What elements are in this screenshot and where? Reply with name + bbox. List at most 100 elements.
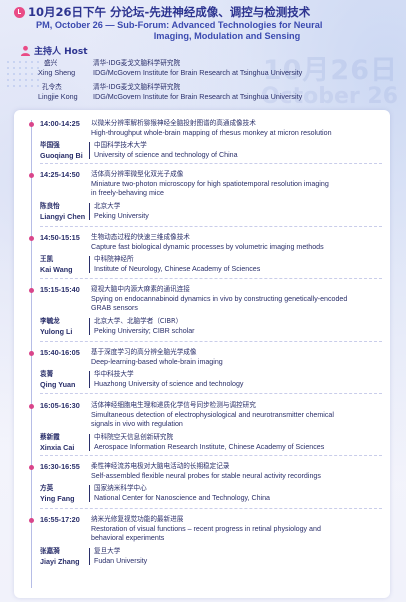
timeline-dot [29,288,34,293]
person-icon [20,45,31,56]
session-time: 15:15-15:40 [40,285,80,294]
decorative-dot [19,67,21,69]
session-time: 16:30-16:55 [40,462,80,471]
speaker-affiliation-en: Peking University; CIBR scholar [94,326,195,335]
speaker-affiliation-cn: 国家纳米科学中心 [94,484,147,492]
session-speaker: 王凯 Kai Wang 中科院神经所 Institute of Neurology,… [40,255,380,274]
speaker-affiliation-en: Huazhong University of science and techn… [94,379,244,388]
speaker-name-cn: 袁菁 [40,370,54,378]
divider [89,485,90,503]
title-chinese: 10月26日下午 分论坛-先进神经成像、调控与检测技术 [28,5,311,19]
timeline-dot [29,122,34,127]
decorative-dot [7,67,9,69]
decorative-dot [13,79,15,81]
host-affiliation-cn: 清华-IDG麦戈文脑科学研究院 [93,59,181,67]
decorative-dot [13,67,15,69]
session-title: 纳米光修复视觉功能的最新进展 Restoration of visual fun… [91,515,383,544]
decorative-dot [13,61,15,63]
decorative-dot [37,61,39,63]
watermark-date: 10月26日 [262,55,398,86]
session-title-en: in freely-behaving mice [91,189,164,198]
host-name-en: Lingjie Kong [38,92,78,101]
speaker-affiliation-en: National Center for Nanoscience and Tech… [94,493,271,502]
session-speaker: 张嘉漪 Jiayi Zhang 复旦大学 Fudan University [40,547,380,566]
divider [89,203,90,221]
host-heading-label: 主持人 Host [34,47,88,57]
watermark-month: October 26 [260,84,398,109]
timeline-dot [29,236,34,241]
host-affiliation-en: IDG/McGovern Institute for Brain Researc… [93,68,303,77]
session-title: 生物动态过程的快速三维成像技术 Capture fast biological … [91,233,383,252]
speaker-name-en: Kai Wang [40,264,73,274]
session-speaker: 蔡新霞 Xinxia Cai 中科院空天信息创新研究院 Aerospace Info… [40,433,380,452]
session-separator [40,163,382,164]
decorative-dot [13,73,15,75]
session-separator [40,455,382,456]
session-title-en: behavioral experiments [91,534,165,543]
session-time: 14:00-14:25 [40,119,80,128]
timeline-dot [29,404,34,409]
decorative-dot [31,73,33,75]
timeline-dot [29,465,34,470]
speaker-name-cn: 蔡新霞 [40,433,60,441]
schedule-card [14,110,390,598]
speaker-affiliation-cn: 中科院空天信息创新研究院 [94,433,174,441]
timeline-dot [29,351,34,356]
decorative-dot [7,79,9,81]
divider [89,548,90,566]
decorative-dot [19,85,21,87]
host-name-en: Xing Sheng [38,68,76,77]
session-title-en: Deep-learning-based whole-brain imaging [91,357,223,366]
timeline-dot [29,518,34,523]
speaker-name-en: Ying Fang [40,493,75,503]
session-title-en: signals in vivo with regulation [91,420,183,429]
session-title: 活体高分辨率微型化双光子成像 Miniature two-photon micr… [91,170,383,199]
session-separator [40,341,382,342]
session-title-cn: 活体高分辨率微型化双光子成像 [91,170,184,178]
session-title-en: Miniature two-photon microscopy for high… [91,179,329,188]
speaker-name-en: Jiayi Zhang [40,556,80,566]
session-title-en: Self-assembled flexible neural probes fo… [91,471,321,480]
decorative-dot [37,67,39,69]
speaker-name-en: Qing Yuan [40,379,76,389]
divider [89,256,90,274]
speaker-affiliation-en: Institute of Neurology, Chinese Academy … [94,264,261,273]
host-name-cn: 盛兴 [44,59,58,67]
session-separator [40,393,382,394]
session-title-cn: 窥视大脑中内源大麻素的通讯连接 [91,285,190,293]
divider [89,371,90,389]
session-speaker: 方英 Ying Fang 国家纳米科学中心 National Center for … [40,484,380,503]
session-title-cn: 柔性神经流苏电极对大脑电活动的长期稳定记录 [91,462,230,470]
speaker-name-en: Guoqiang Bi [40,150,83,160]
speaker-name-en: Liangyi Chen [40,211,86,221]
session-title: 基于深度学习的高分辨全脑光学成像 Deep-learning-based who… [91,348,383,367]
speaker-name-en: Xinxia Cai [40,442,75,452]
speaker-name-cn: 毕国强 [40,141,60,149]
decorative-dot [31,61,33,63]
speaker-affiliation-en: Peking University [94,211,149,220]
speaker-affiliation-en: Fudan University [94,556,148,565]
session-title-en: High-throughput whole-brain mapping of r… [91,128,332,137]
session-title-cn: 活体神经细胞电生理和递质化学信号同步检测与调控研究 [91,401,256,409]
session-title-en: Capture fast biological dynamic processe… [91,242,324,251]
decorative-dot [13,85,15,87]
session-time: 15:40-16:05 [40,348,80,357]
decorative-dot [25,79,27,81]
title-english-line1: PM, October 26 — Sub-Forum: Advanced Tec… [36,20,323,30]
decorative-dot [25,85,27,87]
decorative-dot [25,61,27,63]
session-speaker: 李毓龙 Yulong Li 北京大学、北脑学者（CIBR） Peking Unive… [40,317,380,336]
speaker-affiliation-cn: 复旦大学 [94,547,121,555]
speaker-name-en: Yulong Li [40,326,73,336]
host-affiliation-en: IDG/McGovern Institute for Brain Researc… [93,92,303,101]
session-separator [40,278,382,279]
decorative-dot [19,61,21,63]
host-heading: 主持人 Host [20,44,88,57]
speaker-name-cn: 张嘉漪 [40,547,60,555]
decorative-dot [31,67,33,69]
decorative-dot [19,73,21,75]
title-english-line2: Imaging, Modulation and Sensing [153,31,301,41]
session-title-en: Restoration of visual functions – recent… [91,524,321,533]
speaker-affiliation-cn: 中科院神经所 [94,255,134,263]
speaker-affiliation-cn: 北京大学、北脑学者（CIBR） [94,317,183,325]
